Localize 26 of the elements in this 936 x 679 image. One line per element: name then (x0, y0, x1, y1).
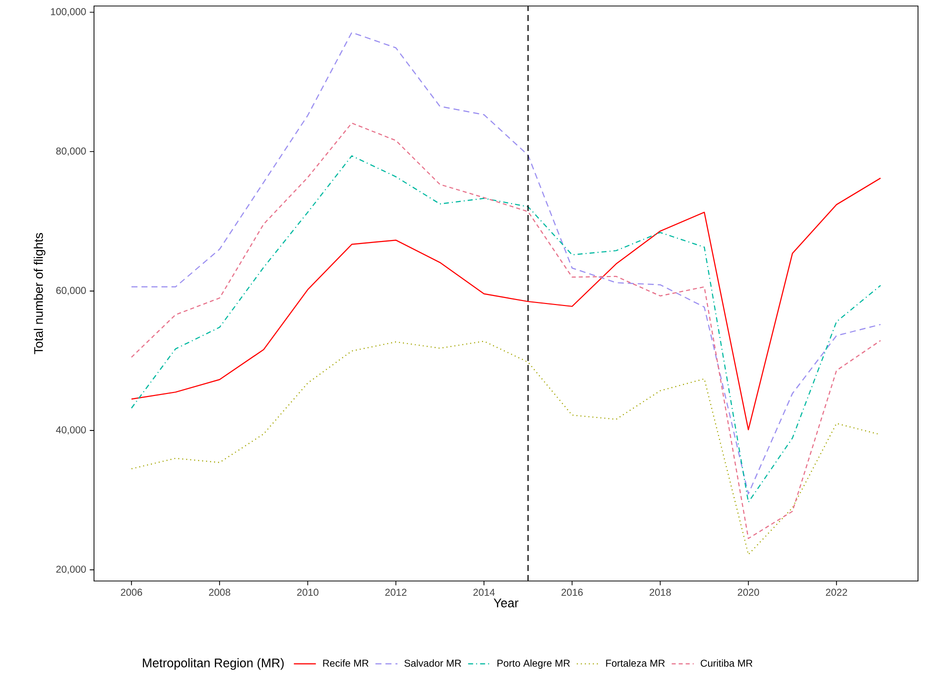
y-tick-label: 60,000 (56, 286, 86, 296)
legend-label: Recife MR (323, 659, 368, 667)
line-series (130, 32, 882, 494)
y-axis-title: Total number of flights (34, 233, 46, 354)
x-axis-title: Year (494, 598, 518, 608)
x-tick-label: 2012 (385, 588, 406, 596)
y-tick-label: 80,000 (56, 148, 86, 156)
x-tick-label: 2014 (473, 588, 495, 596)
legend-label: Porto Alegre MR (497, 659, 570, 669)
y-tick-label: 40,000 (56, 426, 86, 435)
y-tick-label: 20,000 (56, 566, 86, 574)
line-series (130, 155, 882, 503)
legend-title: Metropolitan Region (MR) (142, 658, 284, 670)
x-tick-label: 2010 (297, 588, 318, 596)
legend-label: Fortaleza MR (606, 659, 665, 667)
line-series (130, 178, 882, 430)
x-tick-label: 2018 (650, 588, 671, 596)
x-tick-label: 2022 (826, 588, 848, 596)
x-tick-label: 2016 (562, 588, 583, 596)
y-tick-label: 100,000 (50, 8, 86, 16)
legend-label: Curitiba MR (700, 659, 752, 667)
x-tick-label: 2020 (738, 588, 760, 596)
line-series (130, 122, 882, 540)
legend-label: Salvador MR (404, 659, 462, 667)
x-tick-label: 2008 (209, 588, 230, 596)
x-tick-label: 2006 (120, 588, 142, 596)
